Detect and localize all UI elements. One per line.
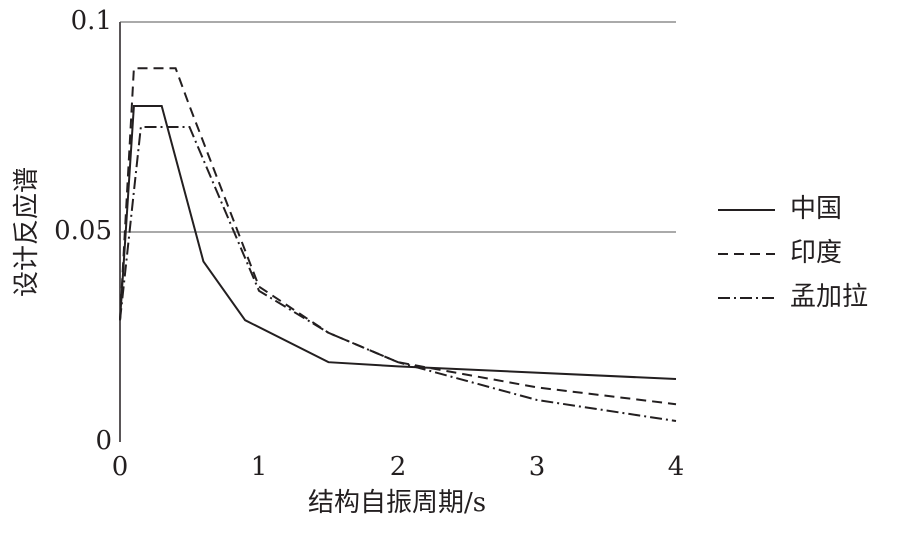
x-axis-label: 结构自振周期/s xyxy=(308,488,486,518)
series-line xyxy=(119,126,677,422)
x-tick-label: 4 xyxy=(668,452,685,482)
y-tick-label: 0.05 xyxy=(54,216,112,246)
x-tick-label: 2 xyxy=(390,452,407,482)
y-axis-label: 设计反应谱 xyxy=(12,167,42,297)
x-tick-label: 3 xyxy=(529,452,546,482)
series-line xyxy=(119,105,677,380)
x-tick-label: 0 xyxy=(112,452,129,482)
x-tick-label: 1 xyxy=(251,452,268,482)
legend-label: 孟加拉 xyxy=(790,282,868,312)
y-tick-label: 0 xyxy=(95,426,112,456)
legend-label: 印度 xyxy=(790,238,842,268)
legend-label: 中国 xyxy=(790,194,842,224)
y-tick-label: 0.1 xyxy=(71,6,112,36)
series-line xyxy=(119,67,677,406)
